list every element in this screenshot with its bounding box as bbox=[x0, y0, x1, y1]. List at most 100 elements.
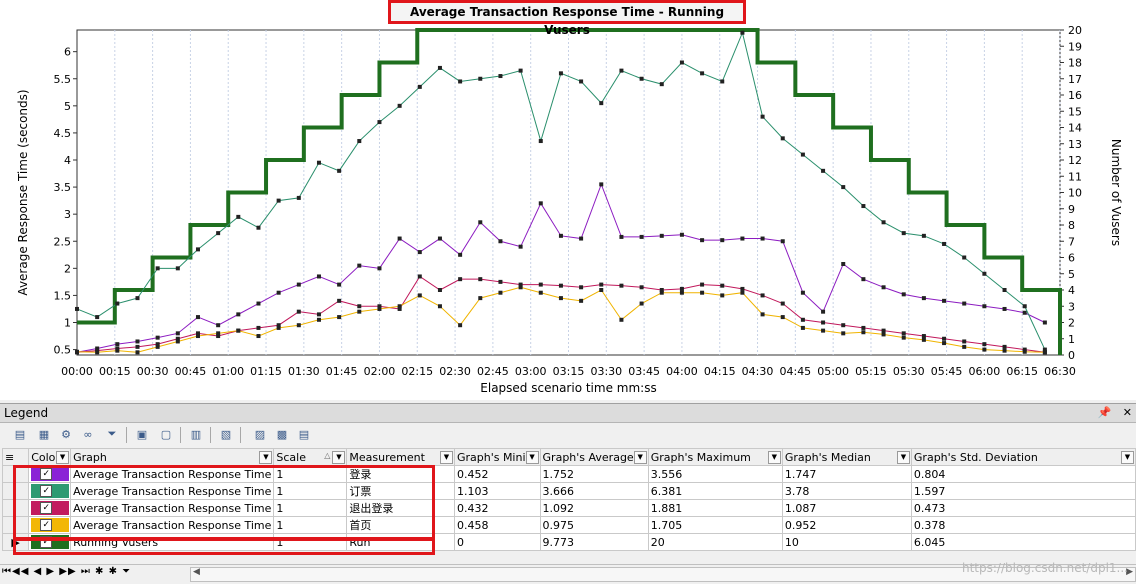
visibility-checkbox[interactable]: ✓ bbox=[40, 519, 53, 531]
horizontal-scrollbar[interactable]: ◀ ▶ bbox=[190, 567, 1136, 582]
data-point bbox=[518, 285, 523, 290]
data-point bbox=[135, 296, 140, 301]
data-point bbox=[458, 277, 463, 282]
column-header-std[interactable]: Graph's Std. Deviation ▼ bbox=[910, 448, 1136, 466]
legend-row[interactable]: ✓ Average Transaction Response Time 1 退出登录 0… bbox=[1, 499, 1136, 517]
data-point bbox=[518, 282, 523, 287]
column-header-average[interactable]: Graph's Average ▼ bbox=[539, 448, 649, 466]
column-header-color[interactable]: Colo ▼ bbox=[28, 448, 72, 466]
color-cell[interactable]: ✓ bbox=[28, 465, 72, 483]
y2-tick-label: 1 bbox=[1068, 333, 1075, 346]
color-cell[interactable]: ✓ bbox=[28, 533, 72, 551]
data-point bbox=[558, 233, 563, 238]
close-icon[interactable]: ✕ bbox=[1122, 406, 1132, 419]
color-cell[interactable]: ✓ bbox=[28, 516, 72, 534]
visibility-checkbox[interactable]: ✓ bbox=[40, 536, 53, 548]
group-icon[interactable]: ▨ bbox=[254, 427, 266, 441]
hide-graph-icon[interactable]: ▤ bbox=[14, 427, 26, 441]
data-point bbox=[841, 262, 846, 266]
dropdown-icon[interactable]: ▼ bbox=[767, 451, 781, 464]
data-point bbox=[276, 325, 281, 330]
y-axis-label: Average Response Time (seconds) bbox=[16, 89, 30, 295]
dropdown-icon[interactable]: ▼ bbox=[56, 451, 70, 464]
y2-tick-label: 8 bbox=[1068, 219, 1075, 232]
row-selector[interactable]: ▶ bbox=[1, 533, 30, 551]
config-icon[interactable]: ⚙ bbox=[61, 427, 71, 441]
x-tick-label: 04:30 bbox=[742, 365, 774, 378]
compare-icon[interactable]: ∞ bbox=[83, 427, 93, 441]
data-point bbox=[780, 239, 785, 244]
column-header-maximum[interactable]: Graph's Maximum ▼ bbox=[647, 448, 783, 466]
show-graph-icon[interactable]: ▦ bbox=[38, 427, 50, 441]
data-point bbox=[437, 304, 442, 309]
sort-icon[interactable]: ▥ bbox=[190, 427, 202, 441]
dropdown-icon[interactable]: ▼ bbox=[439, 451, 453, 464]
data-point bbox=[760, 114, 765, 119]
row-selector[interactable] bbox=[1, 516, 30, 534]
data-point bbox=[276, 323, 281, 328]
data-point bbox=[498, 279, 503, 284]
data-point bbox=[236, 214, 241, 219]
dropdown-icon[interactable]: ▼ bbox=[259, 451, 273, 464]
nav-buttons[interactable]: ⏮◀◀ ◀ ▶ ▶▶ ⏭ ✱ ✱ ⏷ bbox=[2, 566, 132, 577]
copy-icon[interactable]: ▢ bbox=[160, 427, 172, 441]
legend-row[interactable]: ✓ Average Transaction Response Time 1 首页 0.4… bbox=[1, 516, 1136, 534]
color-cell[interactable]: ✓ bbox=[28, 499, 72, 517]
data-point bbox=[1042, 347, 1047, 352]
data-point bbox=[700, 71, 705, 76]
export-icon[interactable]: ▣ bbox=[136, 427, 148, 441]
column-header-min[interactable]: Graph's Mini ▼ bbox=[453, 448, 541, 466]
legend-row[interactable]: ▶ ✓ Running Vusers 1 Run 0 9.773 20 10 6.045 bbox=[1, 533, 1136, 551]
scroll-right-icon[interactable]: ▶ bbox=[1126, 567, 1133, 577]
dropdown-icon[interactable]: ▼ bbox=[332, 451, 346, 464]
legend-toolbar: ▤ ▦ ⚙ ∞ ⏷ ▣ ▢ ▥ ▧ ▨ ▩ ▤ bbox=[0, 423, 1136, 447]
dropdown-icon[interactable]: ▼ bbox=[525, 451, 539, 464]
dropdown-icon[interactable]: ▼ bbox=[633, 451, 647, 464]
column-header-scale[interactable]: Scale △ ▼ bbox=[273, 448, 348, 466]
column-header-graph[interactable]: Graph ▼ bbox=[70, 448, 275, 466]
row-selector[interactable] bbox=[1, 482, 30, 500]
visibility-checkbox[interactable]: ✓ bbox=[40, 502, 53, 514]
legend-row[interactable]: ✓ Average Transaction Response Time 1 订票 1.1… bbox=[1, 482, 1136, 500]
scroll-left-icon[interactable]: ◀ bbox=[193, 567, 200, 577]
legend-row[interactable]: ✓ Average Transaction Response Time 1 登录 0.4… bbox=[1, 465, 1136, 483]
data-point bbox=[276, 198, 281, 203]
chart-svg: 00:00 00:15 00:30 00:45 01:00 01:15 01:30 01:45… bbox=[16, 24, 1123, 395]
column-header-median[interactable]: Graph's Median ▼ bbox=[781, 448, 912, 466]
columns-icon[interactable]: ▧ bbox=[220, 427, 232, 441]
sort-ascending-icon: △ bbox=[324, 451, 331, 460]
color-cell[interactable]: ✓ bbox=[28, 482, 72, 500]
dropdown-icon[interactable]: ▼ bbox=[1121, 451, 1134, 464]
visibility-checkbox[interactable]: ✓ bbox=[40, 485, 53, 497]
y-tick-label: 6 bbox=[64, 46, 71, 59]
data-point bbox=[760, 293, 765, 298]
row-selector[interactable] bbox=[1, 499, 30, 517]
column-header-measurement[interactable]: Measurement ▼ bbox=[346, 448, 455, 466]
x-tick-label: 06:15 bbox=[1006, 365, 1038, 378]
row-selector[interactable] bbox=[1, 465, 30, 483]
y2-tick-label: 12 bbox=[1068, 154, 1082, 167]
pin-icon[interactable]: 📌 bbox=[1097, 406, 1112, 419]
properties-icon[interactable]: ▤ bbox=[298, 427, 310, 441]
y-tick-label: 5 bbox=[64, 100, 71, 113]
x-tick-label: 05:45 bbox=[931, 365, 963, 378]
data-point bbox=[599, 288, 604, 292]
data-point bbox=[155, 335, 160, 340]
row-selector-header[interactable]: ≡ bbox=[1, 448, 30, 466]
dropdown-icon[interactable]: ▼ bbox=[896, 451, 910, 464]
data-point bbox=[962, 344, 967, 349]
data-point bbox=[256, 225, 261, 230]
data-point bbox=[901, 231, 906, 236]
data-point bbox=[579, 298, 584, 303]
data-point bbox=[337, 298, 342, 303]
data-point bbox=[478, 220, 483, 225]
data-point bbox=[195, 334, 200, 339]
y2-tick-label: 11 bbox=[1068, 170, 1082, 183]
y2-tick-label: 10 bbox=[1068, 187, 1082, 200]
visibility-checkbox[interactable]: ✓ bbox=[40, 468, 53, 480]
highlight-icon[interactable]: ▩ bbox=[276, 427, 288, 441]
filter-icon[interactable]: ⏷ bbox=[107, 427, 117, 440]
data-point bbox=[296, 282, 301, 287]
data-point bbox=[962, 255, 967, 260]
record-navigator: ⏮◀◀ ◀ ▶ ▶▶ ⏭ ✱ ✱ ⏷ ◀ ▶ bbox=[0, 564, 1136, 582]
